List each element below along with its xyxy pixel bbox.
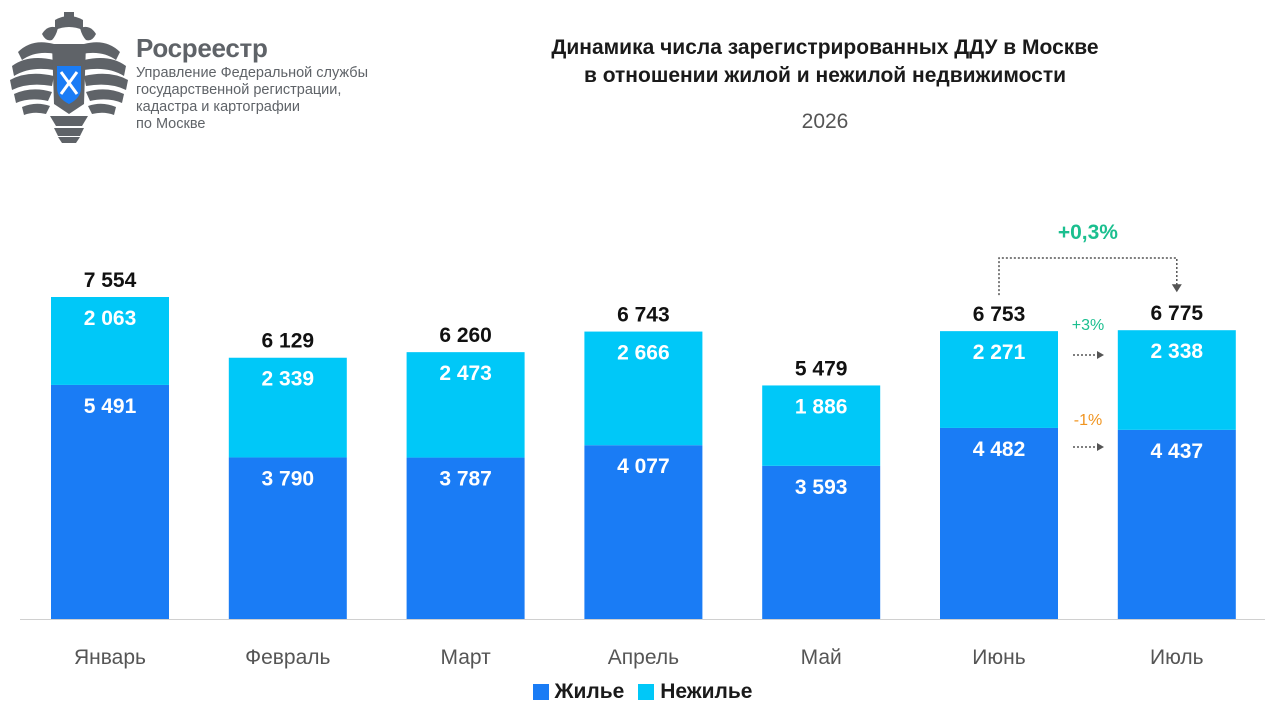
data-label-residential: 3 593 [795,476,848,499]
bar-residential [940,427,1058,619]
bar-nonresidential [940,331,1058,428]
brand-name: Росреестр [136,33,268,63]
bar-nonresidential [1117,330,1236,430]
data-label-nonresidential: 2 338 [1151,340,1204,363]
chart-legend: Жилье Нежилье [0,680,1285,706]
x-tick-label: Февраль [245,646,330,669]
legend-item-residential: Жилье [532,680,625,704]
x-tick-label: Апрель [608,646,679,669]
brand-subtitle-line: государственной регистрации, [136,82,342,98]
data-label-nonresidential: 2 339 [262,368,315,391]
x-tick-label: Июль [1150,646,1204,669]
data-label-nonresidential: 2 473 [439,362,492,385]
bar-nonresidential [406,352,525,458]
data-label-residential: 4 437 [1151,440,1204,463]
bracket-arrowhead-icon [1171,284,1182,293]
brand-subtitle-line: по Москве [136,116,206,132]
data-label-total: 5 479 [795,357,848,380]
chart-title-line: в отношении жилой и нежилой недвижимости [583,64,1067,87]
eagle-emblem-icon [10,12,128,143]
bar-residential [406,457,525,619]
data-label-nonresidential: 2 063 [84,307,137,330]
bar-residential [228,457,347,619]
bar-nonresidential [51,297,169,385]
legend-swatch-residential [532,684,549,700]
data-label-nonresidential: 1 886 [795,395,848,418]
data-label-residential: 4 482 [973,438,1026,461]
total-change-label: +0,3% [1058,221,1118,244]
data-label-residential: 3 787 [439,468,492,491]
x-tick-label: Январь [74,646,146,669]
legend-label-residential: Жилье [554,680,625,703]
bar-nonresidential [228,357,347,458]
change-bracket [998,257,1178,296]
data-label-residential: 4 077 [617,455,670,478]
data-label-total: 6 129 [262,330,315,353]
data-label-residential: 5 491 [84,395,137,418]
legend-swatch-nonresidential [638,684,655,700]
brand-subtitle-line: кадастра и картографии [136,99,300,115]
data-label-residential: 3 790 [262,467,315,490]
data-label-total: 6 260 [439,324,492,347]
bar-residential [1117,429,1236,619]
arrowhead-icon [1097,443,1104,451]
bar-residential [51,384,169,619]
bar-residential [762,465,881,619]
bar-nonresidential [584,331,703,446]
legend-item-nonresidential: Нежилье [638,680,752,704]
bar-residential [584,445,703,619]
data-label-total: 6 743 [617,304,670,327]
data-label-nonresidential: 2 666 [617,342,670,365]
x-tick-label: Май [801,646,842,669]
bar-nonresidential [762,385,881,466]
data-label-nonresidential: 2 271 [973,341,1026,364]
data-label-total: 6 775 [1151,302,1204,325]
brand-subtitle-line: Управление Федеральной службы [136,65,368,81]
residential-change-label: -1% [1074,412,1102,429]
nonresidential-change-label: +3% [1072,317,1104,334]
data-label-total: 6 753 [973,303,1026,326]
brand-subtitle: Управление Федеральной службы государств… [136,65,368,133]
x-tick-label: Июнь [972,646,1025,669]
arrowhead-icon [1097,351,1104,359]
chart-title-line: Динамика числа зарегистрированных ДДУ в … [551,36,1099,59]
chart-title: Динамика числа зарегистрированных ДДУ в … [440,34,1210,90]
x-tick-label: Март [440,646,491,669]
legend-label-nonresidential: Нежилье [660,680,753,703]
chart-subtitle: 2026 [801,110,849,133]
data-label-total: 7 554 [84,269,137,292]
